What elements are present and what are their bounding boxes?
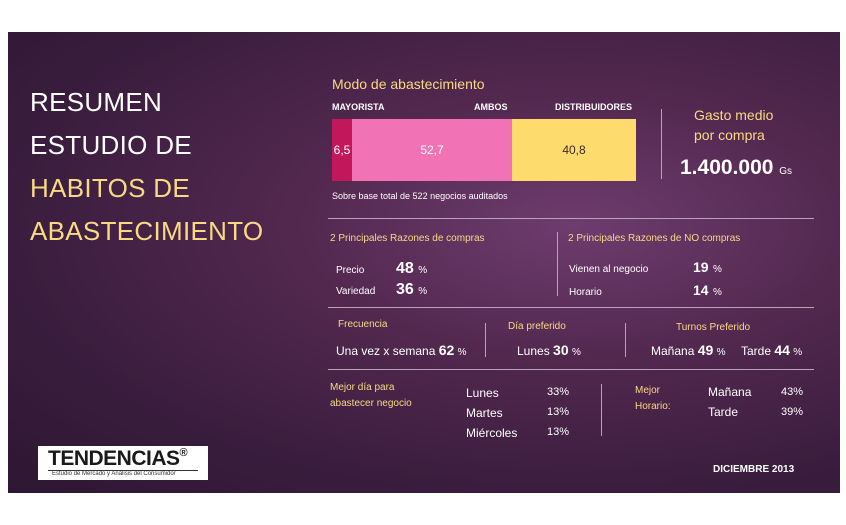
turno-unit: % bbox=[793, 347, 803, 358]
title-line-2: ESTUDIO DE bbox=[30, 130, 192, 160]
razon-no-unit: % bbox=[713, 287, 722, 298]
turnos-heading: Turnos Preferido bbox=[676, 322, 751, 333]
razon-row: Variedad 36 % bbox=[336, 281, 476, 299]
dia-preferido-unit: % bbox=[571, 347, 581, 358]
divider bbox=[328, 307, 814, 308]
mejor-dia-label: Miércoles bbox=[466, 426, 518, 440]
logo-wordmark: TENDENCIAS® bbox=[48, 447, 188, 471]
mejor-dia-value: 33% bbox=[547, 386, 570, 398]
logo-tagline: Estudio de Mercado y Análisis del Consum… bbox=[52, 471, 176, 477]
divider bbox=[661, 109, 662, 179]
dia-preferido-value: Lunes 30 % bbox=[517, 342, 581, 358]
report-date: DICIEMBRE 2013 bbox=[713, 464, 795, 475]
title-line-1: RESUMEN bbox=[30, 87, 163, 117]
frecuencia-label: Una vez x semana bbox=[336, 344, 436, 358]
tendencias-logo: TENDENCIAS® Estudio de Mercado y Análisi… bbox=[38, 446, 208, 480]
logo-underline bbox=[48, 470, 198, 471]
bar-segment-distribuidores: 40,8 bbox=[512, 119, 636, 181]
gasto-unit: Gs bbox=[779, 166, 793, 177]
bar-value-mayorista: 6,5 bbox=[333, 143, 351, 157]
turno-label: Mañana bbox=[651, 344, 695, 358]
razon-no-value: 14 bbox=[693, 282, 709, 298]
label-ambos: AMBOS bbox=[474, 102, 508, 112]
dia-preferido-label: Lunes bbox=[517, 344, 550, 358]
mejor-dia-label: Martes bbox=[466, 406, 503, 420]
summary-slide: RESUMEN ESTUDIO DE HABITOS DE ABASTECIMI… bbox=[8, 32, 840, 493]
razon-unit: % bbox=[418, 265, 428, 276]
bar-segment-mayorista: 6,5 bbox=[332, 119, 352, 181]
razon-row: Precio 48 % bbox=[336, 260, 476, 278]
razon-no-label: Vienen al negocio bbox=[569, 264, 649, 275]
razon-no-row: Vienen al negocio 19 % bbox=[569, 259, 749, 277]
frecuencia-value: Una vez x semana 62 % bbox=[336, 342, 467, 358]
mejor-horario-label: Tarde bbox=[708, 405, 739, 419]
mejor-dia-heading-1: Mejor día para bbox=[330, 382, 395, 393]
divider bbox=[485, 323, 486, 357]
razones-no-compra-heading: 2 Principales Razones de NO compras bbox=[568, 233, 741, 244]
bar-segment-ambos: 52,7 bbox=[352, 119, 512, 181]
mejor-dia-label: Lunes bbox=[466, 386, 499, 400]
turno-value: 44 bbox=[774, 342, 790, 358]
razones-compra-heading: 2 Principales Razones de compras bbox=[330, 233, 485, 244]
logo-registered-mark: ® bbox=[179, 447, 188, 459]
razon-no-unit: % bbox=[713, 264, 722, 275]
razon-unit: % bbox=[418, 286, 428, 297]
title-line-3: HABITOS DE bbox=[30, 173, 191, 203]
title-line-4: ABASTECIMIENTO bbox=[30, 216, 264, 246]
razon-no-row: Horario 14 % bbox=[569, 282, 749, 300]
divider bbox=[625, 323, 626, 357]
label-distribuidores: DISTRIBUIDORES bbox=[555, 102, 633, 112]
divider bbox=[328, 218, 814, 219]
dia-preferido-heading: Día preferido bbox=[508, 321, 566, 332]
divider bbox=[328, 369, 814, 370]
mejor-horario-value: 39% bbox=[781, 406, 804, 418]
razon-label: Precio bbox=[336, 265, 365, 276]
label-mayorista: MAYORISTA bbox=[332, 102, 385, 112]
mejor-horario-value: 43% bbox=[781, 386, 804, 398]
turno-unit: % bbox=[716, 347, 726, 358]
turno-label: Tarde bbox=[741, 344, 772, 358]
bar-value-ambos: 52,7 bbox=[420, 143, 444, 157]
gasto-value: 1.400.000 Gs bbox=[680, 156, 792, 180]
razon-value: 36 bbox=[396, 281, 414, 298]
dia-preferido-number: 30 bbox=[553, 342, 569, 358]
frecuencia-number: 62 bbox=[438, 342, 455, 358]
logo-name: TENDENCIAS bbox=[48, 447, 180, 470]
mejor-horario-heading-2: Horario: bbox=[635, 401, 671, 412]
razon-no-label: Horario bbox=[569, 287, 602, 298]
mejor-dia-value: 13% bbox=[547, 406, 570, 418]
mejor-dia-heading-2: abastecer negocio bbox=[330, 398, 412, 409]
turno-tarde: Tarde 44 % bbox=[741, 342, 802, 358]
bar-value-distribuidores: 40,8 bbox=[562, 143, 586, 157]
divider bbox=[557, 232, 558, 296]
razon-label: Variedad bbox=[336, 286, 376, 297]
turno-value: 49 bbox=[697, 342, 714, 358]
razon-value: 48 bbox=[396, 260, 414, 277]
turno-manana: Mañana 49 % bbox=[651, 342, 726, 358]
razon-no-value: 19 bbox=[693, 259, 709, 275]
mejor-horario-label: Mañana bbox=[708, 385, 752, 399]
frecuencia-unit: % bbox=[457, 347, 467, 358]
gasto-label-2: por compra bbox=[694, 127, 765, 143]
modo-heading: Modo de abastecimiento bbox=[332, 76, 485, 92]
mejor-horario-heading-1: Mejor bbox=[635, 385, 661, 396]
mejor-dia-value: 13% bbox=[547, 426, 570, 438]
base-note: Sobre base total de 522 negocios auditad… bbox=[332, 191, 508, 201]
gasto-amount: 1.400.000 bbox=[680, 156, 774, 179]
frecuencia-heading: Frecuencia bbox=[338, 319, 388, 330]
divider bbox=[601, 384, 602, 436]
gasto-label-1: Gasto medio bbox=[694, 107, 774, 123]
